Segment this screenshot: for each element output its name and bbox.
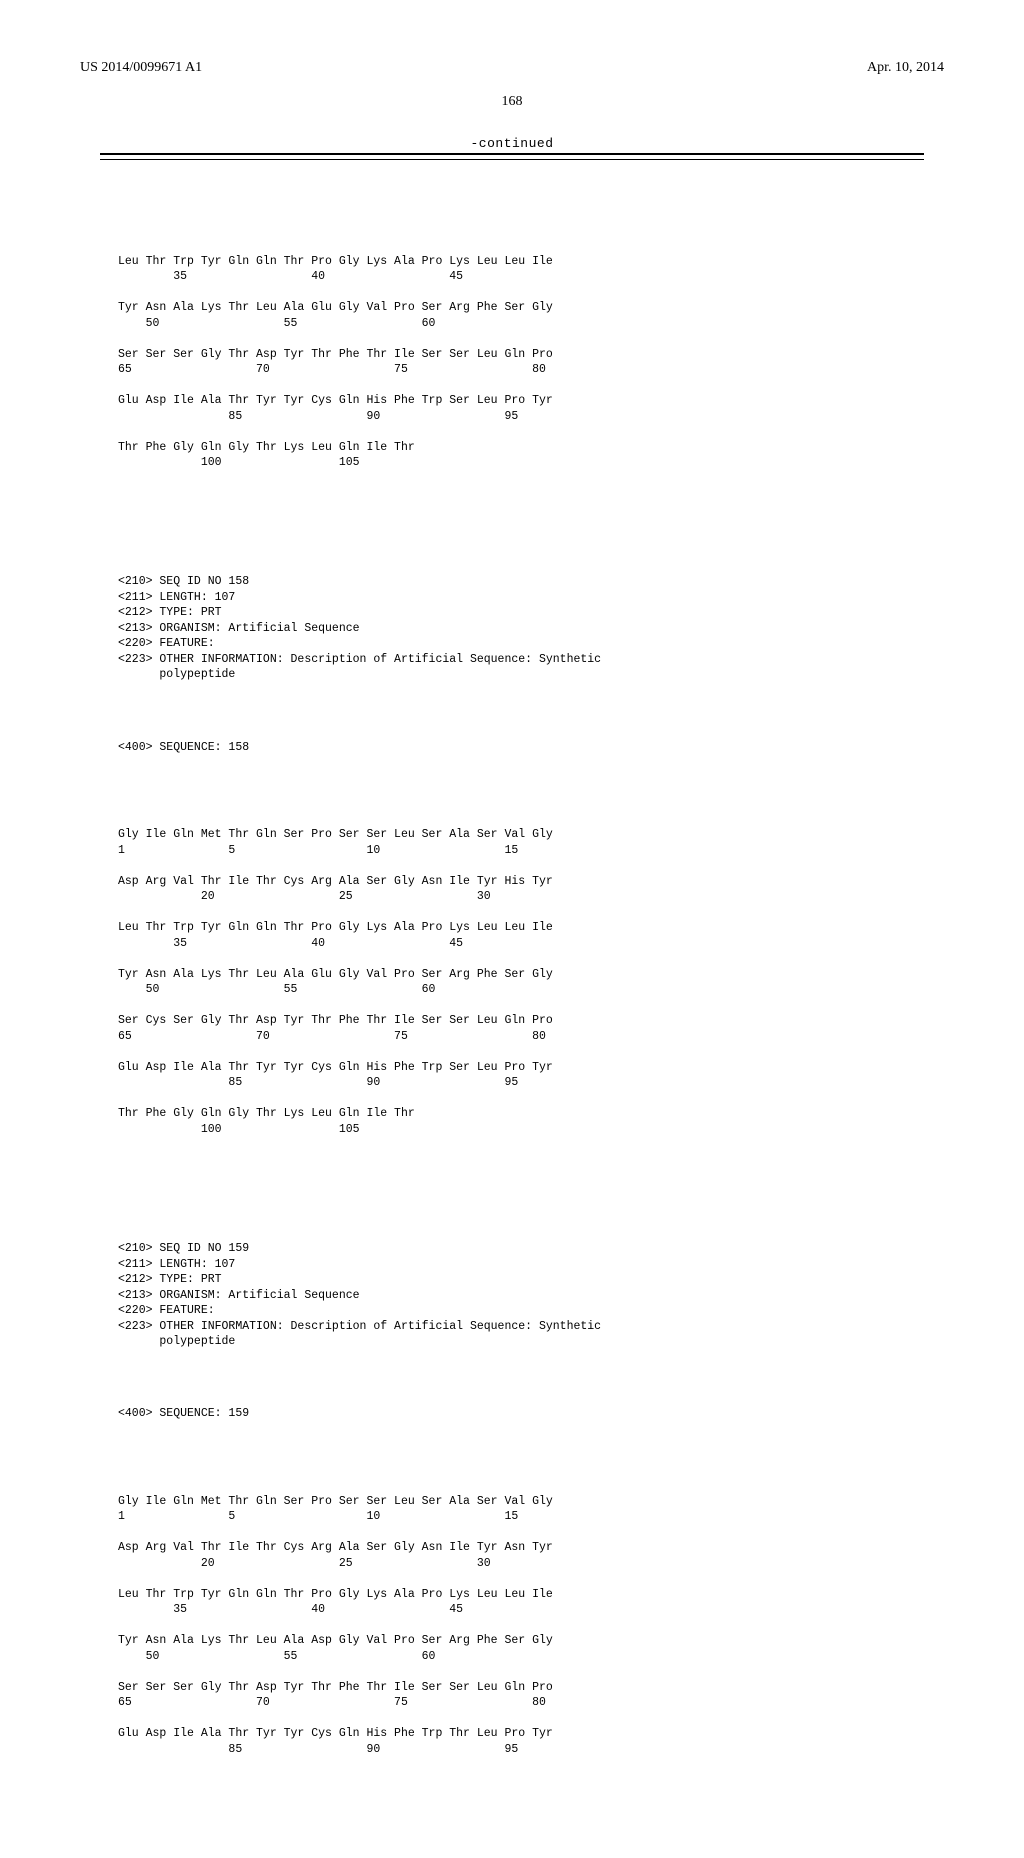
aa-row: Leu Thr Trp Tyr Gln Gln Thr Pro Gly Lys … <box>118 255 553 268</box>
page-container: US 2014/0099671 A1 Apr. 10, 2014 168 -co… <box>0 0 1024 1858</box>
aa-row: Gly Ile Gln Met Thr Gln Ser Pro Ser Ser … <box>118 828 553 841</box>
seq-159-body: Gly Ile Gln Met Thr Gln Ser Pro Ser Ser … <box>118 1478 944 1757</box>
seq-159-sequence-label: <400> SEQUENCE: 159 <box>118 1406 944 1422</box>
seq-158-meta: <210> SEQ ID NO 158 <211> LENGTH: 107 <2… <box>118 559 944 683</box>
aa-row: Tyr Asn Ala Lys Thr Leu Ala Glu Gly Val … <box>118 301 553 314</box>
aa-row: Glu Asp Ile Ala Thr Tyr Tyr Cys Gln His … <box>118 394 553 407</box>
meta-line: <211> LENGTH: 107 <box>118 591 235 604</box>
publication-date: Apr. 10, 2014 <box>867 60 944 76</box>
meta-line: <223> OTHER INFORMATION: Description of … <box>118 653 601 666</box>
num-row: 35 40 45 <box>118 937 463 950</box>
aa-row: Tyr Asn Ala Lys Thr Leu Ala Glu Gly Val … <box>118 968 553 981</box>
meta-line: <211> LENGTH: 107 <box>118 1258 235 1271</box>
aa-row: Ser Ser Ser Gly Thr Asp Tyr Thr Phe Thr … <box>118 1681 553 1694</box>
continued-container: -continued <box>100 136 924 160</box>
num-row: 35 40 45 <box>118 270 463 283</box>
num-row: 20 25 30 <box>118 1557 491 1570</box>
meta-line: polypeptide <box>118 668 235 681</box>
aa-row: Ser Ser Ser Gly Thr Asp Tyr Thr Phe Thr … <box>118 348 553 361</box>
num-row: 65 70 75 80 <box>118 1030 546 1043</box>
num-row: 20 25 30 <box>118 890 491 903</box>
meta-line: <212> TYPE: PRT <box>118 606 222 619</box>
meta-line: <210> SEQ ID NO 158 <box>118 575 249 588</box>
aa-row: Tyr Asn Ala Lys Thr Leu Ala Asp Gly Val … <box>118 1634 553 1647</box>
meta-line: <213> ORGANISM: Artificial Sequence <box>118 1289 360 1302</box>
num-row: 50 55 60 <box>118 983 435 996</box>
meta-line: <213> ORGANISM: Artificial Sequence <box>118 622 360 635</box>
continued-label: -continued <box>100 136 924 153</box>
num-row: 50 55 60 <box>118 317 435 330</box>
num-row: 85 90 95 <box>118 410 518 423</box>
publication-number: US 2014/0099671 A1 <box>80 60 202 76</box>
num-row: 35 40 45 <box>118 1603 463 1616</box>
num-row: 85 90 95 <box>118 1076 518 1089</box>
page-number: 168 <box>80 94 944 110</box>
meta-line: <212> TYPE: PRT <box>118 1273 222 1286</box>
num-row: 65 70 75 80 <box>118 1696 546 1709</box>
aa-row: Leu Thr Trp Tyr Gln Gln Thr Pro Gly Lys … <box>118 921 553 934</box>
aa-row: Gly Ile Gln Met Thr Gln Ser Pro Ser Ser … <box>118 1495 553 1508</box>
num-row: 85 90 95 <box>118 1743 518 1756</box>
divider-thin <box>100 159 924 160</box>
meta-line: <223> OTHER INFORMATION: Description of … <box>118 1320 601 1333</box>
num-row: 65 70 75 80 <box>118 363 546 376</box>
num-row: 50 55 60 <box>118 1650 435 1663</box>
aa-row: Thr Phe Gly Gln Gly Thr Lys Leu Gln Ile … <box>118 441 415 454</box>
num-row: 100 105 <box>118 456 360 469</box>
seq-158-body: Gly Ile Gln Met Thr Gln Ser Pro Ser Ser … <box>118 812 944 1138</box>
aa-row: Glu Asp Ile Ala Thr Tyr Tyr Cys Gln His … <box>118 1061 553 1074</box>
num-row: 1 5 10 15 <box>118 844 518 857</box>
divider-thick <box>100 153 924 155</box>
page-header: US 2014/0099671 A1 Apr. 10, 2014 <box>80 60 944 76</box>
aa-row: Leu Thr Trp Tyr Gln Gln Thr Pro Gly Lys … <box>118 1588 553 1601</box>
meta-line: <220> FEATURE: <box>118 637 215 650</box>
seq-158-sequence-label: <400> SEQUENCE: 158 <box>118 740 944 756</box>
aa-row: Ser Cys Ser Gly Thr Asp Tyr Thr Phe Thr … <box>118 1014 553 1027</box>
num-row: 100 105 <box>118 1123 360 1136</box>
aa-row: Asp Arg Val Thr Ile Thr Cys Arg Ala Ser … <box>118 875 553 888</box>
sequence-fragment-top: Leu Thr Trp Tyr Gln Gln Thr Pro Gly Lys … <box>118 238 944 471</box>
meta-line: <220> FEATURE: <box>118 1304 215 1317</box>
meta-line: <210> SEQ ID NO 159 <box>118 1242 249 1255</box>
sequence-listing: Leu Thr Trp Tyr Gln Gln Thr Pro Gly Lys … <box>80 176 944 1818</box>
meta-line: polypeptide <box>118 1335 235 1348</box>
aa-row: Glu Asp Ile Ala Thr Tyr Tyr Cys Gln His … <box>118 1727 553 1740</box>
aa-row: Asp Arg Val Thr Ile Thr Cys Arg Ala Ser … <box>118 1541 553 1554</box>
seq-159-meta: <210> SEQ ID NO 159 <211> LENGTH: 107 <2… <box>118 1225 944 1349</box>
aa-row: Thr Phe Gly Gln Gly Thr Lys Leu Gln Ile … <box>118 1107 415 1120</box>
num-row: 1 5 10 15 <box>118 1510 518 1523</box>
